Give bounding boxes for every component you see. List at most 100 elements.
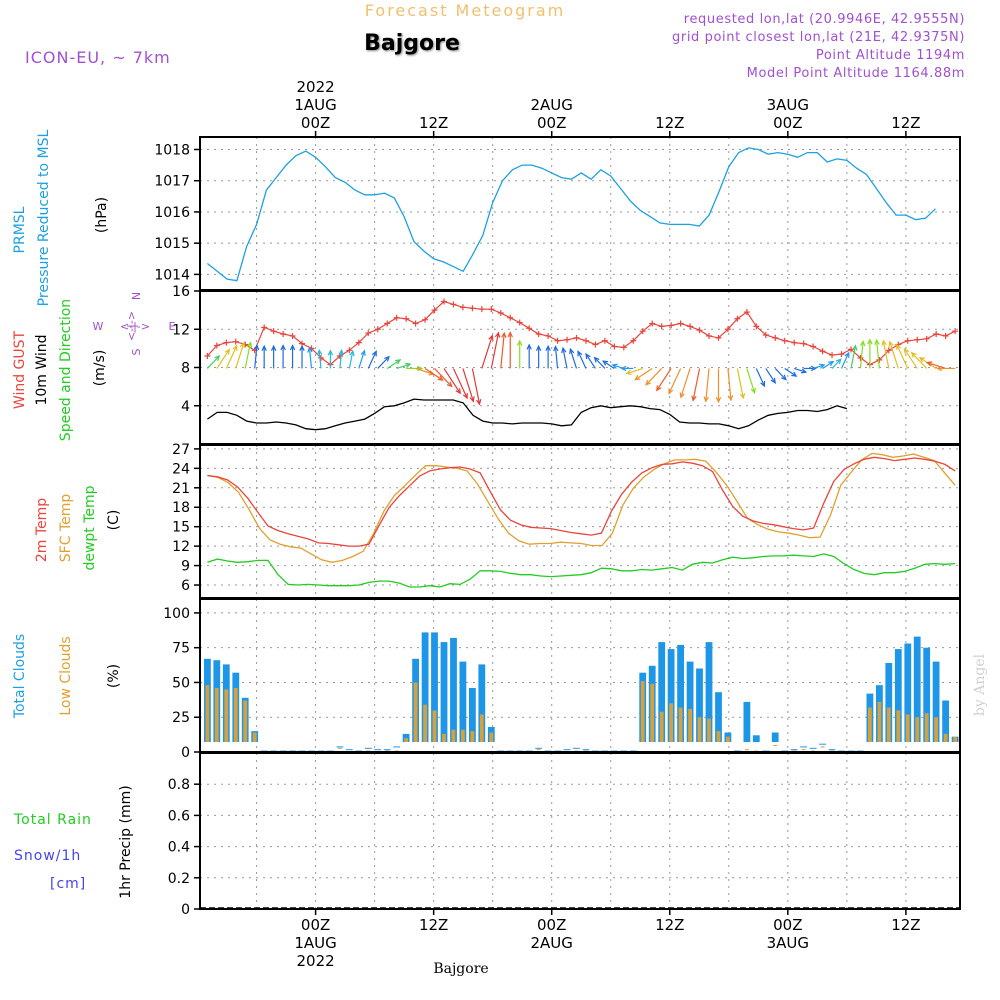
pressure-ytick-label: 1014 [154,267,190,283]
gust-marker [261,324,268,331]
cloud-label-total: Total Clouds [12,634,28,719]
compass-e: E [169,320,176,333]
wind-arrow [774,368,787,381]
top-time-label: 12Z [891,114,920,132]
wind-arrow [882,340,890,369]
gust-marker [573,334,580,341]
total-cloud-bar [809,747,817,749]
clouds-ytick-label: 100 [163,606,190,622]
gust-marker [791,339,798,346]
gust-marker [374,326,381,333]
wind-arrow-head [253,343,260,351]
wind-arrow [577,351,587,369]
wind-arrow [822,360,834,369]
gust-marker [526,325,533,332]
temperature-ytick-label: 21 [172,481,190,497]
wind-arrow [443,368,461,394]
wind-arrow-head [668,388,674,395]
wind-arrow-head [455,388,461,395]
clouds-ytick-label: 25 [172,710,190,726]
wind-arrow [793,367,807,373]
clouds-ytick-label: 50 [172,675,190,691]
wind-arrow-head [246,341,253,348]
temperature-ytick-label: 6 [181,578,190,594]
pressure-unit: (hPa) [94,197,110,233]
gust-marker [554,337,561,344]
gust-marker [601,337,608,344]
temperature-ytick-label: 27 [172,442,190,458]
total-cloud-bar [478,664,486,742]
temperature-ytick-label: 24 [172,461,190,477]
gust-marker [857,354,864,361]
temperature-ytick-label: 12 [172,539,190,555]
gust-marker [914,336,921,343]
gust-marker [431,307,438,314]
sfc-temp-line [207,452,956,563]
wind-arrow-head [703,396,709,403]
credit: by Angel [972,653,988,716]
total-cloud-bar [677,644,684,742]
precip-legend-rain: Total Rain [13,812,92,828]
precip-ytick-label: 0.6 [168,808,190,824]
gust-marker [838,351,845,358]
total-cloud-bar [790,749,798,751]
gust-marker [724,326,731,333]
total-cloud-bar [932,661,940,742]
temperature-ytick-label: 9 [181,559,190,575]
low-cloud-bar [338,747,342,749]
wind-unit: (m/s) [92,350,108,387]
wind-arrow-head [780,374,787,381]
bottom-time-label: 2AUG [531,934,573,952]
wind-arrow-head [494,331,501,338]
gust-line [206,300,956,366]
wind-arrow [481,335,493,369]
gust-marker [933,331,940,338]
wind-arrow [889,341,899,369]
wind-arrow [585,353,596,369]
low-cloud-bar [243,700,248,742]
gust-marker [469,305,476,312]
total-cloud-bar [658,642,666,742]
total-cloud-bar [696,668,703,742]
wind-arrow [736,368,744,399]
wind-arrow-head [656,385,662,392]
gust-marker [952,328,959,335]
low-cloud-bar [953,736,957,742]
wind-arrow-head [585,352,591,360]
wind-arrow-head [437,375,444,381]
compass-arrow-h: <-|-> [120,320,150,333]
gust-marker [422,316,429,323]
wind-arrow-head [327,349,334,356]
low-cloud-bar [659,711,664,742]
temp-label-2m: 2m Temp [34,498,50,562]
wind-arrow-head [810,365,817,372]
clouds-ytick-label: 75 [172,641,190,657]
total-cloud-bar [819,743,826,745]
gust-marker [829,352,836,359]
gust-marker [658,323,665,330]
wind-arrow-head [739,392,746,400]
total-cloud-bar [374,749,382,751]
wind-arrow [254,345,258,369]
precip-ytick-label: 0 [181,902,190,918]
bottom-time-label: 00Z [773,916,802,934]
wind-arrow-head [602,360,609,366]
wind-arrow [562,347,568,369]
wind-arrow-head [918,356,925,363]
station-title: Bajgore [364,31,460,56]
wind-arrow-head [349,349,355,357]
wind-arrow-head [469,396,475,403]
wind-arrow-head [634,374,641,381]
gust-marker [507,314,514,321]
wind-arrow [308,347,313,369]
total-cloud-bar [336,746,344,748]
temperature-panel: 6 9 12 15 18 21 24 27 [172,442,960,598]
wind-arrow [602,360,615,369]
wind-arrow-head [925,361,933,367]
wind-arrow-head [874,338,880,346]
wind-arrow-head [526,343,532,350]
wind-arrow [216,349,230,369]
wind-arrow-head [715,397,722,404]
wind-arrow [318,350,322,369]
wind-arrow-head [289,344,296,351]
